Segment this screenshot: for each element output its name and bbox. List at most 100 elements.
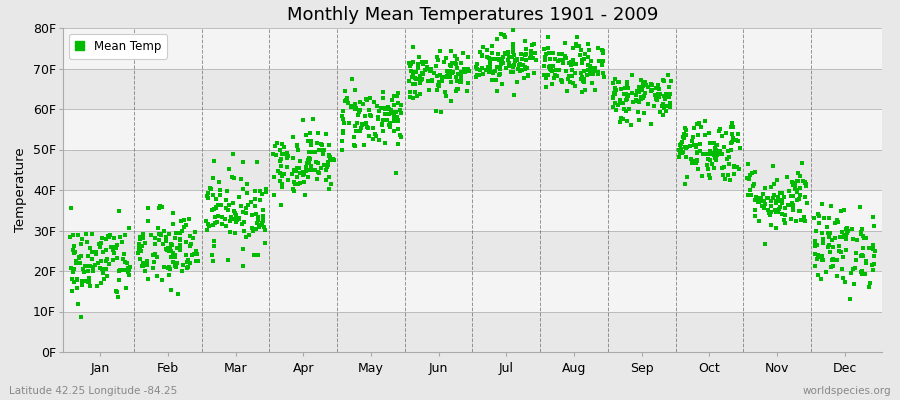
Point [274, 156, 289, 162]
Point [698, 132, 713, 138]
Point [608, 89, 623, 96]
Point [386, 111, 400, 118]
Point [66, 247, 80, 254]
Point [237, 228, 251, 234]
Point [176, 268, 190, 274]
Point [839, 236, 853, 243]
Point [184, 252, 199, 258]
Point [553, 57, 567, 63]
Point [94, 240, 108, 246]
Point [157, 228, 171, 234]
Point [660, 108, 674, 114]
Point [368, 131, 382, 138]
Point [539, 84, 554, 90]
Point [391, 99, 405, 106]
Point [775, 211, 789, 218]
Point [435, 76, 449, 82]
Point [480, 54, 494, 60]
Point [850, 236, 865, 243]
Point [678, 144, 692, 150]
Point [319, 177, 333, 183]
Point [131, 250, 146, 256]
Point [586, 71, 600, 78]
Point [430, 72, 445, 79]
Point [680, 144, 694, 150]
Point [555, 60, 570, 66]
Point [225, 174, 239, 181]
Point [320, 159, 335, 165]
Bar [63, 271, 882, 312]
Point [788, 218, 803, 225]
Point [857, 235, 871, 241]
Point [254, 222, 268, 228]
Point [620, 96, 634, 102]
Point [757, 205, 771, 212]
Point [405, 74, 419, 80]
Point [164, 241, 178, 248]
Point [845, 226, 859, 232]
Point [336, 129, 350, 136]
Point [246, 227, 260, 234]
Point [652, 94, 666, 100]
Point [727, 163, 742, 169]
Point [374, 120, 389, 127]
Point [240, 181, 255, 187]
Point [824, 248, 838, 255]
Text: worldspecies.org: worldspecies.org [803, 386, 891, 396]
Point [725, 130, 740, 137]
Point [778, 205, 792, 212]
Point [156, 241, 170, 248]
Point [256, 213, 270, 220]
Point [814, 201, 829, 207]
Point [245, 225, 259, 231]
Point [319, 167, 333, 174]
Point [483, 56, 498, 63]
Point [637, 79, 652, 86]
Point [849, 257, 863, 264]
Point [633, 87, 647, 94]
Point [763, 212, 778, 218]
Point [742, 171, 757, 178]
Point [632, 89, 646, 96]
Point [756, 198, 770, 205]
Point [583, 68, 598, 75]
Point [248, 188, 262, 194]
Point [293, 180, 308, 187]
Point [608, 85, 622, 91]
Point [320, 161, 335, 167]
Point [205, 252, 220, 258]
Point [148, 241, 162, 247]
Point [173, 236, 187, 243]
Point [250, 214, 265, 220]
Point [637, 110, 652, 116]
Point [706, 139, 721, 146]
Point [550, 73, 564, 80]
Point [431, 79, 446, 85]
Point [867, 223, 881, 230]
Point [562, 59, 576, 66]
Point [403, 68, 418, 74]
Point [688, 144, 703, 150]
Point [200, 227, 214, 234]
Point [703, 157, 717, 163]
Point [201, 195, 215, 202]
Point [206, 258, 220, 264]
Point [387, 93, 401, 99]
Point [82, 279, 96, 286]
Point [585, 68, 599, 74]
Point [483, 56, 498, 63]
Point [713, 126, 727, 132]
Point [484, 50, 499, 56]
Point [393, 102, 408, 108]
Point [716, 172, 731, 178]
Point [778, 212, 792, 218]
Point [408, 74, 422, 81]
Point [766, 194, 780, 201]
Point [662, 94, 676, 100]
Point [860, 235, 874, 242]
Point [783, 216, 797, 222]
Point [808, 240, 823, 246]
Point [72, 253, 86, 260]
Point [794, 216, 808, 223]
Point [353, 128, 367, 134]
